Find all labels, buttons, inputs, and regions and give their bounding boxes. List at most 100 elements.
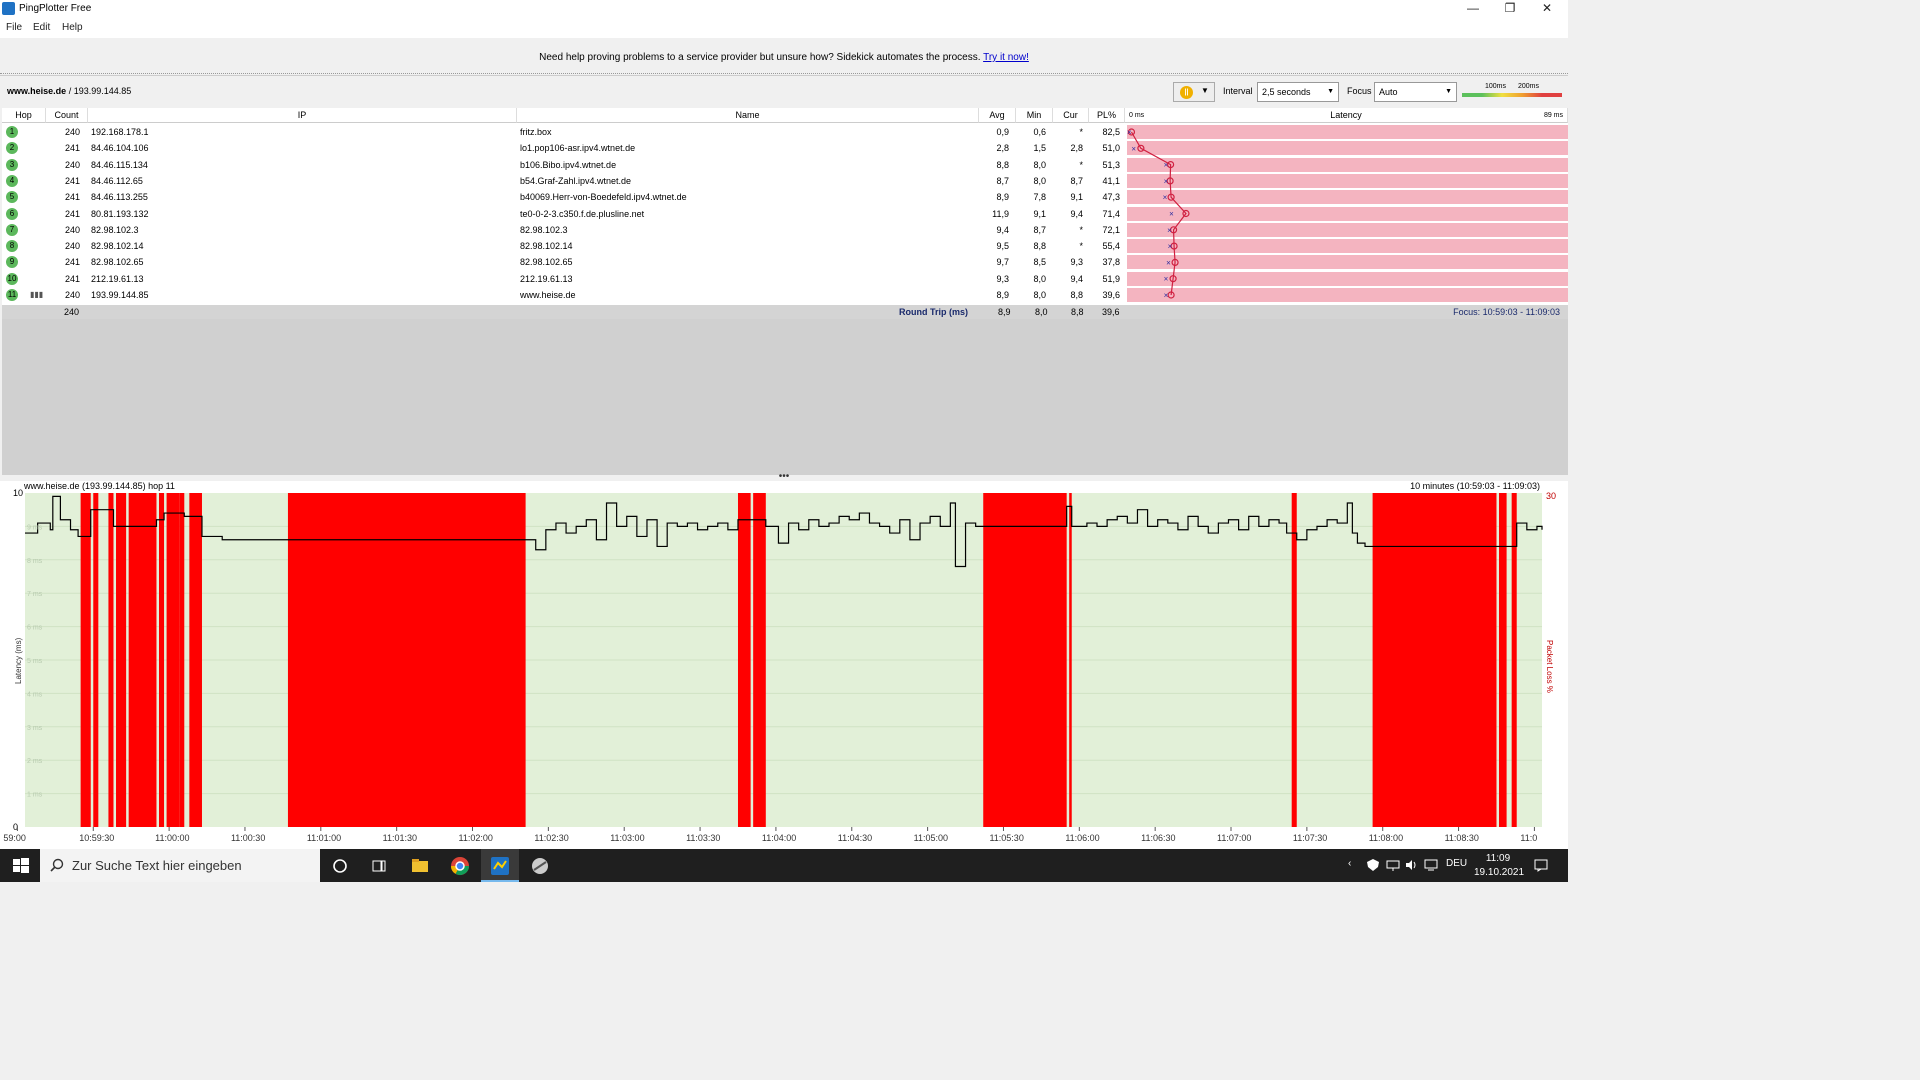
- splitter-handle[interactable]: •••: [0, 472, 1568, 482]
- x-tick-label: 59:00: [3, 833, 26, 843]
- y-tick-label: 6 ms: [27, 625, 43, 632]
- col-count[interactable]: Count: [46, 108, 88, 123]
- x-tick-label: 10:59:30: [79, 833, 114, 843]
- hop-number: 7: [6, 223, 18, 236]
- cell-count: 241: [64, 208, 80, 219]
- focus-range: Focus: 10:59:03 - 11:09:03: [1453, 307, 1560, 317]
- packet-loss-band: [179, 493, 185, 827]
- table-row[interactable]: 7 240 82.98.102.3 82.98.102.3 9,4 8,7 * 72,1: [2, 222, 1568, 238]
- trace-table: Hop Count IP Name Avg Min Cur PL% 0 ms L…: [2, 108, 1568, 306]
- interval-select[interactable]: 2,5 seconds ▼: [1257, 82, 1339, 102]
- app-icon: [2, 2, 15, 15]
- cell-count: 241: [64, 143, 80, 154]
- cell-count: 241: [64, 273, 80, 284]
- maximize-button[interactable]: ❐: [1504, 1, 1516, 15]
- try-it-link[interactable]: Try it now!: [983, 52, 1029, 63]
- cell-ip: 82.98.102.3: [91, 224, 139, 235]
- defender-icon[interactable]: [1366, 858, 1380, 872]
- search-icon: [50, 858, 64, 872]
- task-view-icon[interactable]: [368, 855, 390, 877]
- col-min[interactable]: Min: [1016, 108, 1053, 123]
- legend-200: 200ms: [1518, 83, 1540, 90]
- hop-number: 6: [6, 207, 18, 220]
- packet-loss-band: [737, 493, 751, 827]
- hop-number: 9: [6, 256, 18, 269]
- file-explorer-icon[interactable]: [409, 855, 431, 877]
- close-button[interactable]: ✕: [1541, 1, 1553, 15]
- taskbar-clock[interactable]: 11:09 19.10.2021: [1474, 852, 1524, 880]
- cell-ip: 84.46.113.255: [91, 192, 148, 203]
- col-cur[interactable]: Cur: [1053, 108, 1089, 123]
- chevron-down-icon[interactable]: ▼: [1201, 86, 1209, 95]
- latency-cell: [1127, 239, 1568, 254]
- taskbar-search[interactable]: Zur Suche Text hier eingeben: [40, 849, 320, 882]
- target-ip: 193.99.144.85: [73, 86, 132, 96]
- col-latency[interactable]: 0 ms Latency 89 ms: [1125, 108, 1568, 123]
- col-name[interactable]: Name: [517, 108, 979, 123]
- language-indicator[interactable]: DEU: [1446, 858, 1468, 869]
- cell-cur: 9,3: [1070, 257, 1083, 268]
- cell-min: 1,5: [1033, 143, 1046, 154]
- latency-time-chart[interactable]: 0 1 ms 2 ms 3 ms 4 ms 5 ms 6 ms 7 ms 8 ms 9 ms 10 3…: [0, 481, 1568, 849]
- table-row[interactable]: 8 240 82.98.102.14 82.98.102.14 9,5 8,8 * 55,4: [2, 238, 1568, 254]
- taskbar-pingplotter-active[interactable]: [481, 849, 519, 882]
- pause-button[interactable]: || ▼: [1173, 82, 1215, 102]
- packet-loss-band: [983, 493, 1067, 827]
- clock-time: 11:09: [1485, 853, 1511, 864]
- app-icon-misc[interactable]: [529, 855, 551, 877]
- table-row[interactable]: 5 241 84.46.113.255 b40069.Herr-von-Boedefe…: [2, 189, 1568, 205]
- notification-icon[interactable]: [1534, 858, 1548, 872]
- cell-cur: 9,4: [1070, 208, 1083, 219]
- cell-ip: 212.19.61.13: [91, 273, 144, 284]
- table-row[interactable]: 2 241 84.46.104.106 lo1.pop106-asr.ipv4.wtn…: [2, 140, 1568, 156]
- latency-cell: [1127, 255, 1568, 270]
- volume-icon[interactable]: [1404, 858, 1418, 872]
- interval-label: Interval: [1223, 86, 1253, 96]
- table-row[interactable]: 3 240 84.46.115.134 b106.Bibo.ipv4.wtnet.de…: [2, 157, 1568, 173]
- graph-indicator-icon[interactable]: ▮▮▮: [30, 290, 44, 299]
- cell-avg: 11,9: [992, 208, 1009, 219]
- x-tick-label: 11:02:30: [534, 833, 568, 843]
- tray-chevron-icon[interactable]: ‹: [1348, 858, 1352, 869]
- cell-avg: 9,7: [996, 257, 1009, 268]
- y-tick-label: 0: [13, 822, 18, 832]
- cell-count: 240: [64, 241, 80, 252]
- cell-name: fritz.box: [520, 127, 552, 137]
- x-tick-label: 11:0: [1520, 833, 1537, 843]
- focus-select[interactable]: Auto ▼: [1374, 82, 1457, 102]
- network-icon[interactable]: [1386, 858, 1400, 872]
- cell-cur: 8,8: [1070, 290, 1083, 300]
- y-tick-label: 1 ms: [27, 792, 43, 799]
- cortana-icon[interactable]: [329, 855, 351, 877]
- menu-edit[interactable]: Edit: [33, 22, 51, 33]
- latency-cell: [1127, 206, 1568, 221]
- windows-start-icon[interactable]: [10, 855, 32, 877]
- packet-loss-band: [1291, 493, 1297, 827]
- cell-count: 241: [64, 175, 80, 186]
- table-row[interactable]: 11 240 193.99.144.85 www.heise.de 8,9 8,0 8,8 3…: [2, 287, 1568, 303]
- col-avg[interactable]: Avg: [979, 108, 1016, 123]
- y-axis-label: Latency (ms): [14, 637, 23, 684]
- menu-help[interactable]: Help: [62, 22, 83, 33]
- chrome-icon[interactable]: [449, 855, 471, 877]
- table-row[interactable]: 9 241 82.98.102.65 82.98.102.65 9,7 8,5 9,3 37,…: [2, 254, 1568, 270]
- cell-avg: 9,5: [996, 241, 1009, 252]
- cell-cur: 9,1: [1070, 192, 1083, 203]
- chart-range[interactable]: 10 minutes (10:59:03 - 11:09:03): [1410, 481, 1540, 491]
- cell-cur: *: [1079, 127, 1083, 137]
- latency-max-label: 89 ms: [1543, 112, 1563, 119]
- menu-file[interactable]: File: [6, 22, 23, 33]
- col-hop[interactable]: Hop: [2, 108, 46, 123]
- display-icon[interactable]: [1424, 858, 1438, 872]
- cell-avg: 0,9: [996, 127, 1009, 137]
- minimize-button[interactable]: —: [1467, 1, 1479, 15]
- col-ip[interactable]: IP: [88, 108, 517, 123]
- table-row[interactable]: 6 241 80.81.193.132 te0-0-2-3.c350.f.de.plu…: [2, 206, 1568, 222]
- cell-pl: 47,3: [1102, 192, 1120, 203]
- interval-value: 2,5 seconds: [1262, 87, 1311, 97]
- col-pl[interactable]: PL%: [1089, 108, 1125, 123]
- chevron-down-icon: ▼: [1445, 88, 1452, 95]
- table-row[interactable]: 1 240 192.168.178.1 fritz.box 0,9 0,6 * 82,5: [2, 124, 1568, 140]
- table-row[interactable]: 4 241 84.46.112.65 b54.Graf-Zahl.ipv4.wtnet…: [2, 173, 1568, 189]
- table-row[interactable]: 10 241 212.19.61.13 212.19.61.13 9,3 8,0 9,4 51…: [2, 271, 1568, 287]
